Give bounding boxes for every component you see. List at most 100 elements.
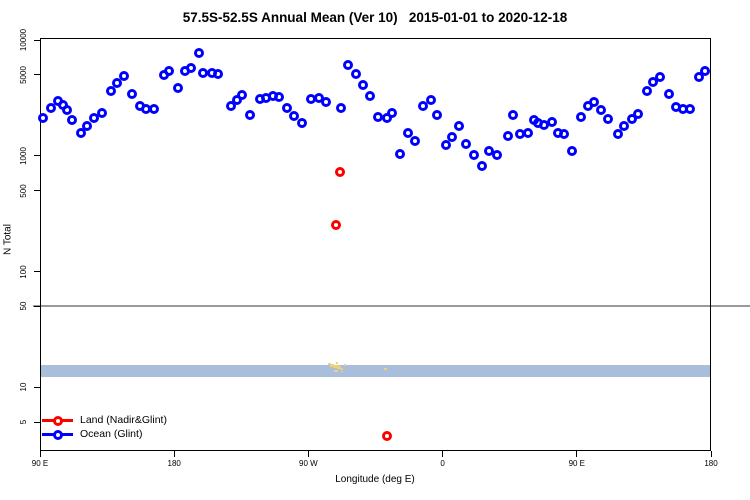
ocean-data-point (118, 70, 129, 81)
ocean-data-point (523, 127, 534, 138)
land-outline-mark (328, 363, 331, 365)
ocean-data-point (365, 91, 376, 102)
ocean-data-point (618, 120, 629, 131)
ocean-data-point (342, 60, 353, 71)
ocean-data-point (468, 150, 479, 161)
ocean-data-point (274, 91, 285, 102)
legend-label-land: Land (Nadir&Glint) (80, 414, 167, 426)
ocean-data-point (664, 88, 675, 99)
ocean-data-point (447, 131, 458, 142)
land-outline-mark (341, 371, 343, 372)
x-tick-label: 180 (704, 459, 718, 468)
ocean-data-point (81, 120, 92, 131)
ocean-data-point (37, 113, 48, 124)
ocean-data-point (477, 161, 488, 172)
ocean-data-point (395, 148, 406, 159)
ocean-data-point (225, 101, 236, 112)
legend-label-ocean: Ocean (Glint) (80, 428, 143, 440)
ocean-data-point (507, 110, 518, 121)
ocean-data-point (694, 72, 705, 83)
y-axis-tick (34, 155, 40, 157)
ocean-data-point (76, 127, 86, 138)
ocean-data-point (193, 47, 204, 58)
ocean-data-point (321, 96, 332, 107)
ocean-data-point (641, 85, 652, 96)
ocean-data-point (655, 72, 666, 83)
x-axis-tick (173, 451, 175, 457)
ocean-data-point (603, 113, 614, 124)
ocean-data-point (127, 88, 138, 99)
legend-land-marker-icon (42, 415, 73, 426)
ocean-data-point (559, 129, 570, 140)
chart-title: 57.5S-52.5S Annual Mean (Ver 10) 2015-01… (182, 10, 568, 25)
x-tick-label: 90 W (299, 459, 318, 468)
ocean-data-point (700, 66, 711, 77)
ocean-data-point (231, 95, 242, 106)
ocean-data-point (685, 104, 696, 115)
ocean-data-point (61, 104, 72, 115)
ocean-data-point (281, 102, 292, 113)
y-tick-label: 50 (19, 302, 28, 311)
y-tick-label: 10 (19, 382, 28, 392)
ocean-data-point (372, 111, 383, 122)
ocean-data-point (46, 102, 57, 113)
ocean-data-point (96, 108, 107, 119)
ocean-data-point (492, 150, 503, 161)
legend-item-ocean: Ocean (Glint) (42, 428, 142, 441)
ocean-data-point (425, 95, 436, 106)
ocean-data-point (185, 63, 196, 73)
ocean-data-point (460, 138, 471, 149)
x-tick-label: 180 (167, 459, 181, 468)
x-axis-tick (307, 451, 309, 457)
x-axis-title: Longitude (deg E) (335, 474, 415, 485)
ocean-data-point (410, 136, 420, 147)
y-axis-title: N Total (2, 224, 14, 255)
y-axis-tick (34, 421, 40, 423)
ocean-data-point (503, 130, 514, 141)
ocean-data-point (567, 146, 578, 156)
land-data-point (381, 431, 392, 442)
ocean-data-point (67, 114, 78, 125)
ocean-data-point (163, 66, 174, 77)
ocean-data-point (244, 110, 255, 121)
y-tick-label: 5 (19, 420, 28, 425)
legend-ocean-marker-icon (42, 429, 73, 440)
land-outline-mark (384, 368, 387, 370)
land-outline-mark (333, 365, 338, 368)
ocean-data-point (351, 69, 362, 80)
y-axis-tick (34, 74, 40, 76)
ocean-data-point (441, 139, 452, 150)
y-axis-tick (34, 39, 40, 41)
ocean-data-point (626, 113, 637, 124)
x-axis-tick (39, 451, 41, 457)
y-tick-label: 1000 (19, 146, 28, 165)
ocean-data-point (647, 77, 658, 88)
highlight-band (40, 365, 711, 377)
plot-border (40, 38, 711, 451)
legend-item-land: Land (Nadir&Glint) (42, 414, 167, 427)
ocean-data-point (198, 67, 209, 78)
x-tick-label: 90 E (568, 459, 586, 468)
land-outline-mark (330, 364, 334, 367)
land-outline-mark (336, 362, 338, 364)
x-tick-label: 0 (440, 459, 445, 468)
ocean-data-point (289, 110, 300, 121)
ocean-data-point (588, 96, 599, 107)
ocean-data-point (105, 85, 116, 96)
y-axis-tick (34, 386, 40, 388)
land-outline-mark (337, 366, 341, 369)
ocean-data-point (612, 129, 623, 140)
y-axis-tick (34, 305, 40, 307)
ocean-data-point (237, 89, 248, 100)
land-data-point (334, 167, 345, 178)
y-axis-tick (34, 271, 40, 273)
ocean-data-point (149, 104, 160, 115)
ocean-data-point (386, 108, 397, 119)
ocean-data-point (595, 104, 606, 115)
ocean-data-point (454, 120, 464, 131)
land-outline-mark (344, 364, 346, 366)
ocean-data-point (111, 77, 122, 88)
ocean-data-point (547, 116, 558, 127)
reference-line-50 (33, 305, 750, 308)
